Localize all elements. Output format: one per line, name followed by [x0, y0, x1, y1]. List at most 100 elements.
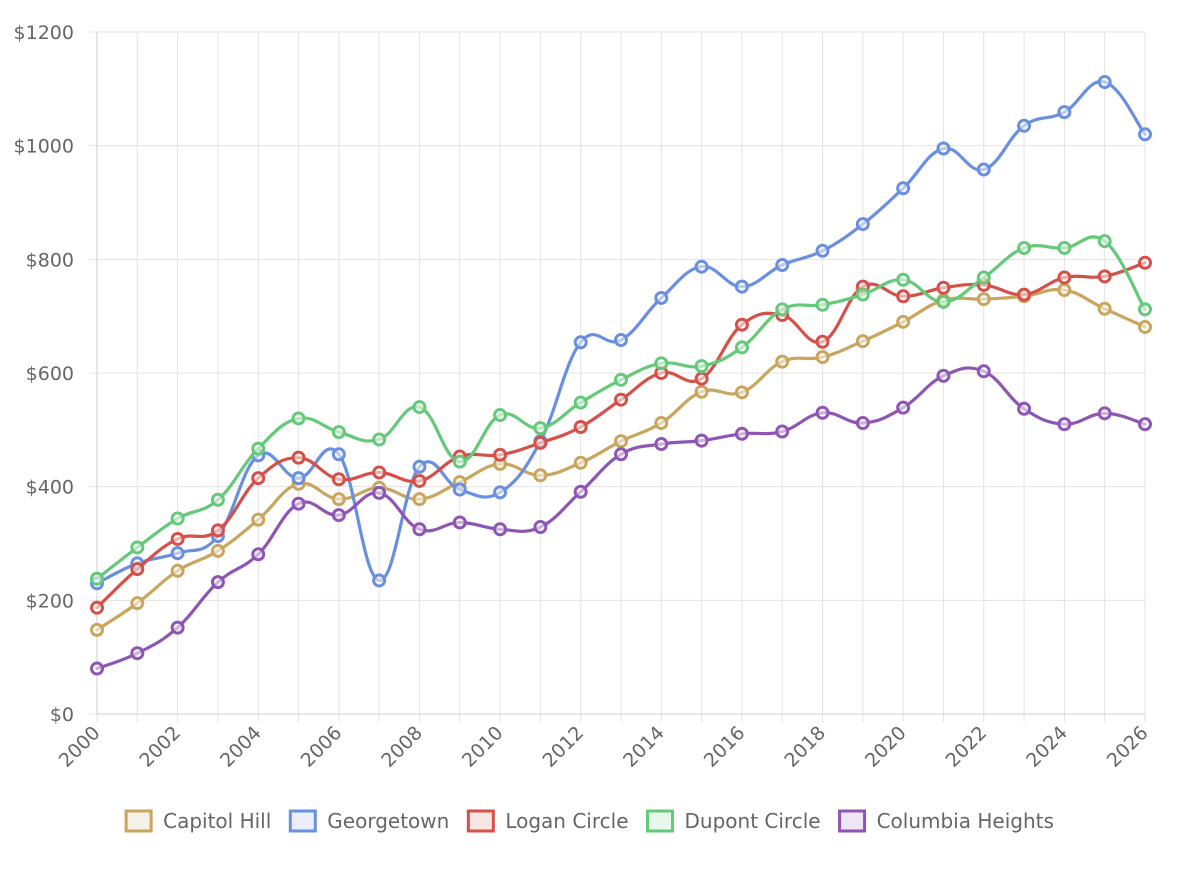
- data-point-logan-circle[interactable]: [493, 447, 508, 462]
- data-point-georgetown[interactable]: [734, 279, 749, 294]
- data-point-logan-circle[interactable]: [210, 523, 225, 538]
- data-point-dupont-circle[interactable]: [1057, 240, 1072, 255]
- data-point-dupont-circle[interactable]: [90, 571, 104, 586]
- data-point-dupont-circle[interactable]: [331, 425, 346, 440]
- data-point-columbia-heights[interactable]: [775, 424, 790, 439]
- data-point-logan-circle[interactable]: [533, 435, 548, 450]
- data-point-dupont-circle[interactable]: [694, 359, 709, 374]
- data-point-logan-circle[interactable]: [896, 289, 911, 304]
- data-point-capitol-hill[interactable]: [976, 292, 991, 307]
- data-point-columbia-heights[interactable]: [170, 620, 185, 635]
- data-point-dupont-circle[interactable]: [734, 340, 749, 355]
- data-point-georgetown[interactable]: [654, 290, 669, 305]
- data-point-dupont-circle[interactable]: [1138, 302, 1152, 317]
- data-point-dupont-circle[interactable]: [533, 421, 548, 436]
- data-point-logan-circle[interactable]: [614, 392, 628, 407]
- legend-item-capitol-hill[interactable]: Capitol Hill: [124, 809, 271, 833]
- data-point-logan-circle[interactable]: [815, 334, 830, 349]
- data-point-dupont-circle[interactable]: [372, 432, 387, 447]
- data-point-dupont-circle[interactable]: [775, 302, 790, 317]
- data-point-capitol-hill[interactable]: [815, 350, 830, 365]
- data-point-georgetown[interactable]: [976, 162, 991, 177]
- data-point-logan-circle[interactable]: [734, 317, 749, 332]
- data-point-columbia-heights[interactable]: [452, 515, 467, 530]
- data-point-dupont-circle[interactable]: [936, 294, 951, 309]
- data-point-columbia-heights[interactable]: [412, 522, 427, 537]
- data-point-dupont-circle[interactable]: [855, 287, 870, 302]
- data-point-dupont-circle[interactable]: [452, 454, 467, 469]
- data-point-capitol-hill[interactable]: [614, 434, 628, 449]
- data-point-columbia-heights[interactable]: [90, 661, 104, 676]
- data-point-dupont-circle[interactable]: [412, 400, 427, 415]
- data-point-dupont-circle[interactable]: [614, 372, 628, 387]
- data-point-capitol-hill[interactable]: [775, 354, 790, 369]
- legend-item-logan-circle[interactable]: Logan Circle: [466, 809, 629, 833]
- data-point-georgetown[interactable]: [573, 335, 588, 350]
- legend-item-columbia-heights[interactable]: Columbia Heights: [838, 809, 1054, 833]
- data-point-capitol-hill[interactable]: [251, 512, 266, 527]
- data-point-columbia-heights[interactable]: [1097, 406, 1112, 421]
- data-point-georgetown[interactable]: [815, 243, 830, 258]
- data-point-columbia-heights[interactable]: [291, 496, 306, 511]
- data-point-georgetown[interactable]: [331, 447, 346, 462]
- data-point-dupont-circle[interactable]: [251, 441, 266, 456]
- data-point-dupont-circle[interactable]: [130, 540, 145, 555]
- data-point-columbia-heights[interactable]: [331, 508, 346, 523]
- data-point-dupont-circle[interactable]: [1097, 234, 1112, 249]
- data-point-columbia-heights[interactable]: [130, 646, 145, 661]
- data-point-logan-circle[interactable]: [412, 473, 427, 488]
- data-point-columbia-heights[interactable]: [1138, 417, 1152, 432]
- data-point-dupont-circle[interactable]: [493, 408, 508, 423]
- data-point-georgetown[interactable]: [1017, 118, 1032, 133]
- data-point-capitol-hill[interactable]: [573, 455, 588, 470]
- data-point-dupont-circle[interactable]: [976, 270, 991, 285]
- data-point-dupont-circle[interactable]: [210, 492, 225, 507]
- data-point-capitol-hill[interactable]: [1057, 283, 1072, 298]
- data-point-columbia-heights[interactable]: [815, 405, 830, 420]
- data-point-capitol-hill[interactable]: [1138, 319, 1152, 334]
- data-point-georgetown[interactable]: [1057, 105, 1072, 120]
- data-point-columbia-heights[interactable]: [493, 522, 508, 537]
- data-point-columbia-heights[interactable]: [896, 400, 911, 415]
- legend-item-georgetown[interactable]: Georgetown: [288, 809, 449, 833]
- data-point-columbia-heights[interactable]: [614, 447, 628, 462]
- data-point-capitol-hill[interactable]: [694, 384, 709, 399]
- data-point-georgetown[interactable]: [1138, 127, 1152, 142]
- data-point-capitol-hill[interactable]: [654, 416, 669, 431]
- data-point-georgetown[interactable]: [694, 259, 709, 274]
- data-point-columbia-heights[interactable]: [210, 575, 225, 590]
- data-point-columbia-heights[interactable]: [372, 485, 387, 500]
- data-point-columbia-heights[interactable]: [936, 368, 951, 383]
- data-point-logan-circle[interactable]: [331, 472, 346, 487]
- data-point-logan-circle[interactable]: [251, 471, 266, 486]
- data-point-georgetown[interactable]: [1097, 75, 1112, 90]
- data-point-logan-circle[interactable]: [1017, 287, 1032, 302]
- data-point-dupont-circle[interactable]: [654, 356, 669, 371]
- legend-item-dupont-circle[interactable]: Dupont Circle: [646, 809, 821, 833]
- data-point-dupont-circle[interactable]: [815, 297, 830, 312]
- data-point-logan-circle[interactable]: [1097, 269, 1112, 284]
- data-point-columbia-heights[interactable]: [855, 416, 870, 431]
- data-point-capitol-hill[interactable]: [734, 385, 749, 400]
- data-point-georgetown[interactable]: [452, 482, 467, 497]
- data-point-logan-circle[interactable]: [291, 450, 306, 465]
- data-point-georgetown[interactable]: [291, 471, 306, 486]
- data-point-georgetown[interactable]: [170, 546, 185, 561]
- data-point-columbia-heights[interactable]: [694, 433, 709, 448]
- data-point-georgetown[interactable]: [493, 485, 508, 500]
- data-point-columbia-heights[interactable]: [533, 520, 548, 535]
- data-point-columbia-heights[interactable]: [573, 484, 588, 499]
- data-point-columbia-heights[interactable]: [251, 547, 266, 562]
- data-point-columbia-heights[interactable]: [734, 426, 749, 441]
- data-point-capitol-hill[interactable]: [90, 622, 104, 637]
- data-point-logan-circle[interactable]: [573, 419, 588, 434]
- data-point-logan-circle[interactable]: [1138, 255, 1152, 270]
- data-point-logan-circle[interactable]: [936, 280, 951, 295]
- data-point-logan-circle[interactable]: [170, 531, 185, 546]
- data-point-logan-circle[interactable]: [694, 371, 709, 386]
- data-point-dupont-circle[interactable]: [1017, 240, 1032, 255]
- data-point-dupont-circle[interactable]: [170, 511, 185, 526]
- data-point-logan-circle[interactable]: [90, 600, 104, 615]
- data-point-columbia-heights[interactable]: [976, 364, 991, 379]
- data-point-logan-circle[interactable]: [1057, 270, 1072, 285]
